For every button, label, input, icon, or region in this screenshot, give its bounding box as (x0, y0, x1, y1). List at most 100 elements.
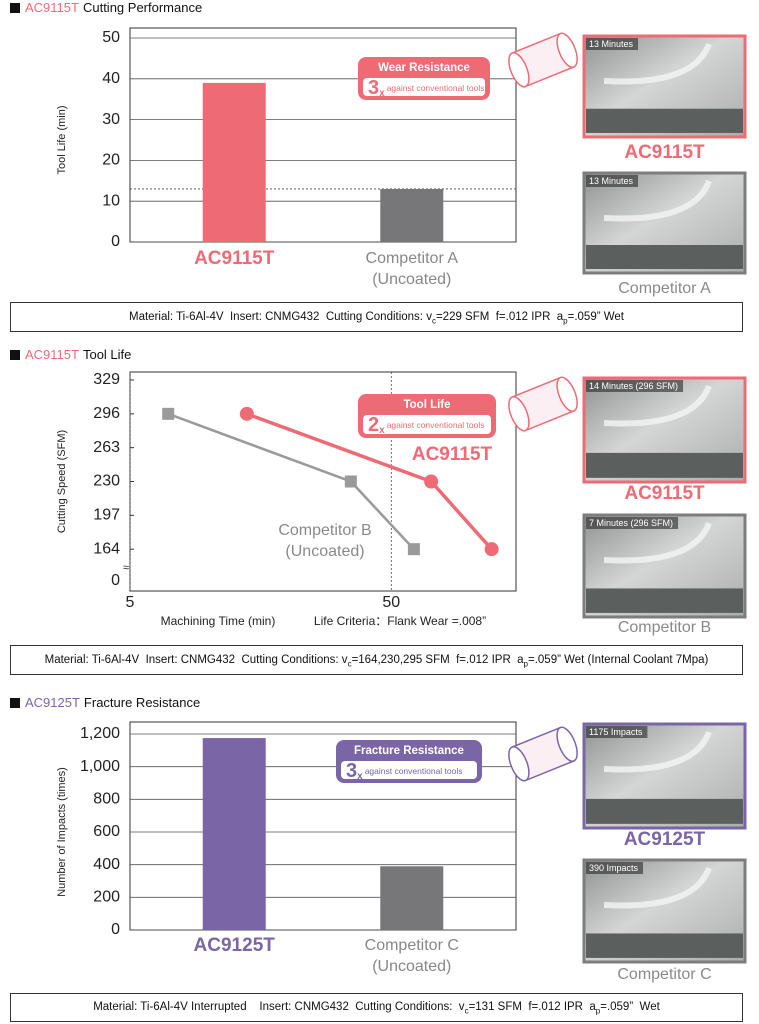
photo-label-bg (586, 726, 648, 738)
note-text: =131 SFM f=.012 IPR a (468, 1001, 596, 1013)
callout-title: Tool Life (403, 399, 450, 411)
marker (484, 542, 499, 557)
marker (344, 475, 357, 488)
y-break-label: 0 (111, 572, 120, 589)
callout-detail: against conventional tools (387, 420, 485, 430)
x-tick-label: 5 (126, 594, 135, 611)
header-title: Cutting Performance (82, 0, 203, 15)
callout-factor: 2 (368, 414, 379, 436)
marker (162, 407, 175, 420)
note-subscript: c (431, 316, 436, 326)
photo-caption: Competitor A (618, 280, 711, 297)
photo-label: 7 Minutes (296 SFM) (589, 518, 673, 528)
y-tick-label: 20 (102, 152, 120, 169)
photo-strip (586, 588, 743, 613)
note-text: =.059” Wet (600, 1001, 660, 1013)
y-tick-label: 296 (93, 405, 120, 422)
y-tick-label: 400 (93, 856, 120, 873)
photo-strip (586, 245, 743, 269)
photo-caption: Competitor C (617, 966, 711, 983)
photo-caption: AC9115T (624, 142, 705, 163)
y-tick-label: 0 (111, 921, 120, 938)
y-tick-label: 1,000 (80, 758, 120, 775)
y-axis-label: Tool Life (min) (56, 105, 68, 174)
photo-edge (603, 179, 712, 222)
y-tick-label: 164 (93, 540, 120, 557)
y-tick-label: 50 (102, 29, 120, 46)
callout-factor: 3 (346, 760, 357, 782)
callout-detail: against conventional tools (365, 766, 463, 776)
photo-strip (586, 933, 743, 958)
note-subscript: p (523, 659, 528, 669)
tool-end (556, 726, 578, 762)
section-header: AC9125T Fracture Resistance (10, 695, 200, 711)
marker (239, 406, 254, 421)
note-text: =229 SFM f=.012 IPR a (435, 311, 564, 323)
y-tick-label: 200 (93, 889, 120, 906)
annotation: Life Criteria：Flank Wear =.008” (314, 614, 486, 628)
callout-text: 2x against conventional tools (368, 414, 485, 436)
header-product: AC9125T (25, 695, 80, 710)
photo-edge (603, 42, 712, 85)
note-text: Material: Ti-6Al-4V Interrupted Insert: … (93, 1001, 465, 1013)
y-tick-label: 30 (102, 111, 120, 128)
header-marker (10, 698, 20, 708)
y-axis-label: Cutting Speed (SFM) (56, 430, 68, 533)
callout-text: 3x against conventional tools (368, 77, 485, 99)
note-subscript: p (563, 316, 568, 326)
y-tick-label: 800 (93, 791, 120, 808)
photo-label: 14 Minutes (296 SFM) (589, 381, 678, 391)
marker (407, 543, 420, 556)
y-tick-label: 263 (93, 439, 120, 456)
callout-factor-unit: x (379, 88, 385, 99)
callout-factor-unit: x (357, 771, 363, 782)
section-header: AC9115T Tool Life (10, 347, 131, 363)
callout-inner (341, 761, 477, 779)
photo-label-bg (586, 517, 679, 529)
note-text: =.059” Wet (567, 311, 624, 323)
note-subscript: c (464, 1006, 469, 1016)
header-product: AC9115T (25, 347, 79, 362)
photo-edge (603, 866, 712, 909)
note-subscript: c (347, 659, 352, 669)
tool-end (556, 32, 578, 68)
callout-factor: 3 (368, 77, 379, 99)
header-marker (10, 3, 20, 13)
tool-end (508, 396, 530, 432)
tool-end (556, 376, 578, 412)
photo-label: 1175 Impacts (589, 727, 643, 737)
photo-caption: AC9125T (624, 829, 706, 850)
photo-label: 390 Impacts (589, 863, 639, 873)
y-tick-label: 0 (111, 233, 120, 250)
bar (380, 866, 444, 930)
photo-label: 13 Minutes (589, 39, 634, 49)
callout-inner (363, 415, 491, 434)
tool-icon (508, 32, 578, 88)
conditions-note: Material: Ti-6Al-4V Interrupted Insert: … (10, 993, 743, 1022)
photo-label-bg (586, 38, 639, 50)
photo-edge (603, 384, 712, 427)
tool-end (508, 746, 530, 782)
marker (424, 474, 439, 489)
bar (202, 82, 266, 242)
tool-icon (508, 726, 578, 782)
x-axis-label: Machining Time (min) (161, 614, 276, 628)
note-text: Material: Ti-6Al-4V Insert: CNMG432 Cutt… (44, 654, 348, 666)
x-tick-label: 50 (382, 594, 400, 611)
photo-label-bg (586, 175, 639, 187)
callout-inner (363, 78, 485, 96)
y-tick-label: 197 (93, 507, 120, 524)
header-product: AC9115T (25, 0, 79, 15)
y-tick-label: 40 (102, 70, 120, 87)
photo-strip (586, 108, 743, 133)
y-axis-label: Number of Impacts (times) (56, 767, 68, 897)
tool-icon (508, 376, 578, 432)
section-header: AC9115T Cutting Performance (10, 0, 202, 16)
photo-edge (603, 730, 712, 773)
photo-strip (586, 798, 743, 824)
y-tick-label: 600 (93, 823, 120, 840)
series-label: Competitor B (Uncoated) (278, 522, 372, 560)
photo-strip (586, 452, 743, 478)
conditions-note: Material: Ti-6Al-4V Insert: CNMG432 Cutt… (10, 302, 743, 332)
note-text: =.059” Wet (Internal Coolant 7Mpa) (528, 654, 709, 666)
